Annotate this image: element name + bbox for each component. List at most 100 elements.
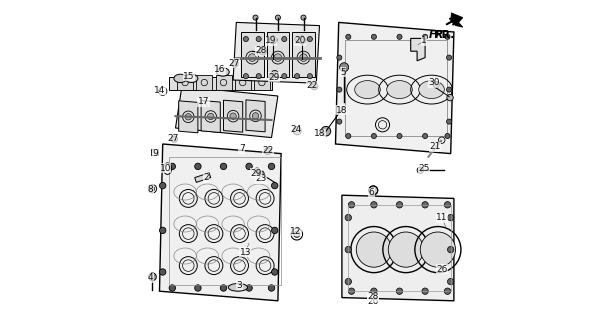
Text: 1: 1 <box>421 36 427 45</box>
Circle shape <box>301 15 306 20</box>
Text: 17: 17 <box>198 97 209 106</box>
Circle shape <box>356 232 392 267</box>
Text: 9: 9 <box>153 149 158 158</box>
Circle shape <box>195 163 201 170</box>
Circle shape <box>169 285 175 291</box>
Circle shape <box>433 82 439 88</box>
Circle shape <box>273 72 276 75</box>
Text: 8: 8 <box>148 185 154 194</box>
Circle shape <box>445 34 450 39</box>
Text: 11: 11 <box>436 213 447 222</box>
Circle shape <box>340 63 348 72</box>
Ellipse shape <box>228 284 248 291</box>
Bar <box>348 205 451 291</box>
Text: FR.: FR. <box>434 30 455 40</box>
Circle shape <box>307 36 313 42</box>
Ellipse shape <box>174 74 187 83</box>
Text: 10: 10 <box>160 164 171 172</box>
Ellipse shape <box>217 68 229 76</box>
Circle shape <box>259 171 264 177</box>
Circle shape <box>307 74 313 79</box>
Circle shape <box>422 133 428 139</box>
Circle shape <box>447 94 453 101</box>
Text: 23: 23 <box>256 174 267 183</box>
Text: FR.: FR. <box>429 30 448 40</box>
Text: 18: 18 <box>336 106 347 115</box>
Circle shape <box>371 133 376 139</box>
Polygon shape <box>233 22 319 83</box>
Circle shape <box>150 187 155 191</box>
Circle shape <box>256 74 261 79</box>
Text: 27: 27 <box>228 59 240 68</box>
Circle shape <box>420 232 455 267</box>
Text: 13: 13 <box>240 248 251 257</box>
Bar <box>254 75 270 90</box>
Bar <box>215 75 231 90</box>
Circle shape <box>246 163 253 170</box>
Circle shape <box>271 182 278 189</box>
Circle shape <box>371 202 377 208</box>
Bar <box>169 77 271 90</box>
Bar <box>235 75 251 90</box>
Text: 26: 26 <box>368 297 379 306</box>
Bar <box>169 157 281 285</box>
Text: 29: 29 <box>268 73 280 82</box>
Circle shape <box>230 113 236 119</box>
Polygon shape <box>175 86 278 138</box>
Circle shape <box>274 54 282 61</box>
Circle shape <box>447 119 452 124</box>
Text: 28: 28 <box>368 292 379 301</box>
Circle shape <box>256 36 261 42</box>
Circle shape <box>422 34 428 39</box>
Text: 15: 15 <box>183 72 195 81</box>
Circle shape <box>444 202 451 208</box>
Text: 21: 21 <box>430 142 441 151</box>
Circle shape <box>185 114 191 120</box>
Ellipse shape <box>387 81 412 99</box>
Circle shape <box>346 133 351 139</box>
Circle shape <box>276 15 280 20</box>
Circle shape <box>422 288 429 294</box>
Circle shape <box>169 163 175 170</box>
Circle shape <box>397 133 402 139</box>
Circle shape <box>447 55 452 60</box>
Ellipse shape <box>419 81 444 99</box>
Circle shape <box>345 246 351 253</box>
Circle shape <box>160 227 166 234</box>
Circle shape <box>243 74 248 79</box>
Circle shape <box>208 113 214 120</box>
Polygon shape <box>342 195 454 301</box>
Circle shape <box>271 227 278 234</box>
Circle shape <box>253 15 258 20</box>
Circle shape <box>397 34 402 39</box>
Circle shape <box>298 36 306 44</box>
Circle shape <box>253 113 259 119</box>
Text: 4: 4 <box>148 273 154 282</box>
Text: 22: 22 <box>262 146 273 155</box>
Circle shape <box>264 148 271 155</box>
Text: 12: 12 <box>290 227 301 236</box>
Polygon shape <box>160 144 281 301</box>
Circle shape <box>294 231 300 237</box>
Circle shape <box>256 170 259 173</box>
Polygon shape <box>223 100 243 132</box>
Circle shape <box>243 36 248 42</box>
Text: 24: 24 <box>291 125 302 134</box>
Circle shape <box>149 273 156 281</box>
Circle shape <box>171 136 177 142</box>
Circle shape <box>300 54 307 61</box>
Circle shape <box>269 36 274 42</box>
Text: 5: 5 <box>340 68 346 76</box>
Text: 20: 20 <box>294 36 305 45</box>
Text: 2: 2 <box>203 173 209 182</box>
Polygon shape <box>411 38 425 61</box>
Bar <box>293 32 314 77</box>
Bar <box>177 75 193 90</box>
Circle shape <box>447 87 452 92</box>
Polygon shape <box>336 22 454 154</box>
Ellipse shape <box>354 81 381 99</box>
Circle shape <box>447 246 454 253</box>
Circle shape <box>447 278 454 285</box>
Text: 3: 3 <box>236 281 242 290</box>
Circle shape <box>246 285 253 291</box>
